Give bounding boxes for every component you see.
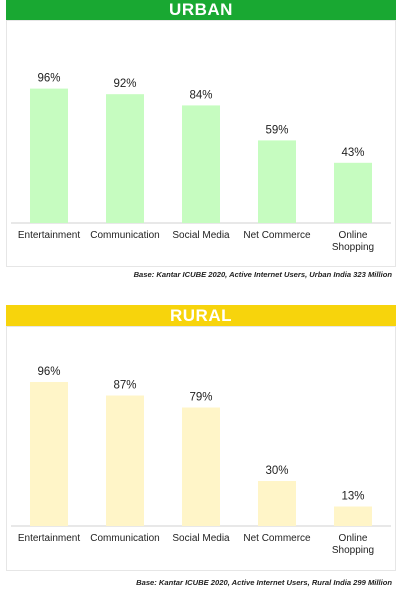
- rural-category-label-line: Online: [339, 533, 368, 544]
- urban-value-label: 84%: [189, 89, 212, 101]
- rural-chart-panel: 96% Entertainment 87% Communication 79% Socia…: [6, 326, 396, 571]
- rural-value-label: 96%: [37, 366, 60, 378]
- urban-chart-panel: 96% Entertainment 92% Communication 84% Socia…: [6, 20, 396, 267]
- rural-bar: [258, 481, 296, 526]
- urban-title: URBAN: [169, 0, 233, 19]
- rural-value-label: 87%: [113, 380, 136, 392]
- urban-category-label: Social Media: [172, 230, 230, 241]
- urban-bar: [106, 94, 144, 223]
- urban-category-label-line: Communication: [90, 230, 159, 241]
- urban-bar: [30, 88, 68, 223]
- urban-value-label: 92%: [113, 78, 136, 90]
- rural-category-label-line: Shopping: [332, 545, 374, 556]
- rural-banner: RURAL: [6, 305, 396, 326]
- urban-category-label-line: Online: [339, 230, 368, 241]
- rural-bar: [106, 395, 144, 526]
- rural-category-label-line: Entertainment: [18, 533, 80, 544]
- rural-category-label-line: Social Media: [172, 533, 230, 544]
- urban-bar-chart: 96% Entertainment 92% Communication 84% Socia…: [11, 73, 391, 253]
- rural-bar: [334, 506, 372, 526]
- urban-category-label-line: Net Commerce: [243, 230, 311, 241]
- urban-category-label: Net Commerce: [243, 230, 311, 241]
- rural-category-label-line: Communication: [90, 533, 159, 544]
- urban-bar: [258, 140, 296, 223]
- urban-banner: URBAN: [6, 0, 396, 20]
- rural-bar: [182, 407, 220, 526]
- rural-value-label: 13%: [341, 491, 364, 503]
- rural-title: RURAL: [170, 306, 232, 325]
- urban-category-label-line: Entertainment: [18, 230, 80, 241]
- rural-base-note: Base: Kantar ICUBE 2020, Active Internet…: [136, 578, 392, 587]
- urban-bar: [334, 162, 372, 223]
- urban-value-label: 59%: [265, 124, 288, 136]
- urban-category-label-line: Social Media: [172, 230, 230, 241]
- rural-bar: [30, 382, 68, 526]
- urban-value-label: 43%: [341, 147, 364, 159]
- urban-bar: [182, 105, 220, 223]
- urban-category-label-line: Shopping: [332, 242, 374, 253]
- rural-category-label: Communication: [90, 533, 159, 544]
- urban-base-note: Base: Kantar ICUBE 2020, Active Internet…: [133, 270, 392, 279]
- rural-category-label: Net Commerce: [243, 533, 311, 544]
- urban-value-label: 96%: [37, 73, 60, 85]
- rural-category-label: Entertainment: [18, 533, 80, 544]
- rural-category-label: Social Media: [172, 533, 230, 544]
- rural-category-label: Online Shopping: [332, 533, 374, 556]
- rural-category-label-line: Net Commerce: [243, 533, 311, 544]
- rural-value-label: 30%: [265, 465, 288, 477]
- urban-category-label: Online Shopping: [332, 230, 374, 253]
- rural-bar-chart: 96% Entertainment 87% Communication 79% Socia…: [11, 366, 391, 556]
- urban-category-label: Communication: [90, 230, 159, 241]
- urban-category-label: Entertainment: [18, 230, 80, 241]
- rural-value-label: 79%: [189, 392, 212, 404]
